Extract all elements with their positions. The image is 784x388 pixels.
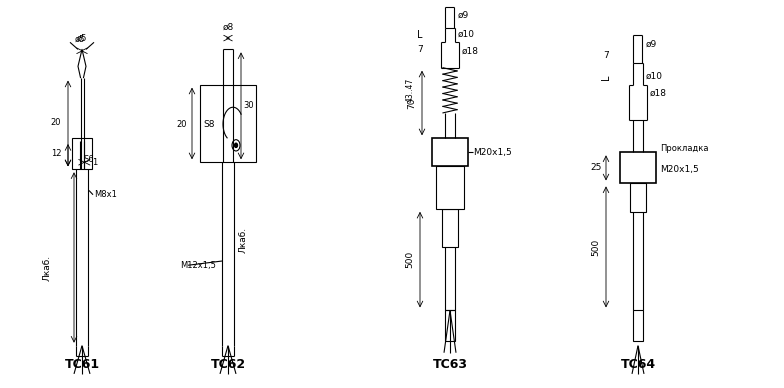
Text: TC63: TC63 xyxy=(433,357,467,371)
Text: ø5: ø5 xyxy=(77,34,87,43)
Text: 20: 20 xyxy=(176,120,187,129)
Bar xyxy=(432,138,468,166)
Text: M20x1,5: M20x1,5 xyxy=(473,148,512,157)
Circle shape xyxy=(234,143,238,147)
Bar xyxy=(633,310,643,341)
Bar xyxy=(630,184,646,211)
Bar xyxy=(436,166,464,209)
Text: ø9: ø9 xyxy=(458,11,469,20)
Text: 43..47: 43..47 xyxy=(405,78,415,102)
Text: M12x1,5: M12x1,5 xyxy=(180,261,216,270)
Text: 70: 70 xyxy=(408,97,416,109)
Text: 20: 20 xyxy=(51,118,61,127)
Text: Лкаб.: Лкаб. xyxy=(238,227,248,253)
Text: 12: 12 xyxy=(51,149,61,158)
Text: ø10: ø10 xyxy=(646,72,663,81)
Text: S8: S8 xyxy=(203,120,215,129)
Text: 500: 500 xyxy=(591,238,601,256)
Text: 25: 25 xyxy=(590,163,601,172)
Text: 7: 7 xyxy=(603,50,609,59)
Text: ø9: ø9 xyxy=(645,39,657,48)
Text: 30: 30 xyxy=(244,101,254,110)
Bar xyxy=(445,310,455,341)
Text: 1: 1 xyxy=(92,158,97,167)
Bar xyxy=(620,152,656,184)
Text: ø8: ø8 xyxy=(223,22,234,31)
Text: Прокладка: Прокладка xyxy=(660,144,709,152)
Bar xyxy=(72,138,92,169)
Text: L: L xyxy=(601,75,611,80)
Text: Лкаб.: Лкаб. xyxy=(42,255,52,281)
Text: TC64: TC64 xyxy=(620,357,655,371)
Text: ø18: ø18 xyxy=(650,88,667,98)
Text: M8x1: M8x1 xyxy=(94,190,117,199)
Text: 500: 500 xyxy=(405,251,415,268)
Text: M20x1,5: M20x1,5 xyxy=(660,165,699,174)
Text: TC62: TC62 xyxy=(210,357,245,371)
Bar xyxy=(442,209,458,247)
Text: ø5: ø5 xyxy=(74,35,85,44)
Text: TC61: TC61 xyxy=(64,357,100,371)
Text: S6: S6 xyxy=(84,155,95,164)
Bar xyxy=(200,85,256,162)
Text: 7: 7 xyxy=(417,45,423,54)
Text: L: L xyxy=(417,30,423,40)
Text: ø10: ø10 xyxy=(458,29,475,38)
Text: ø18: ø18 xyxy=(462,46,479,55)
